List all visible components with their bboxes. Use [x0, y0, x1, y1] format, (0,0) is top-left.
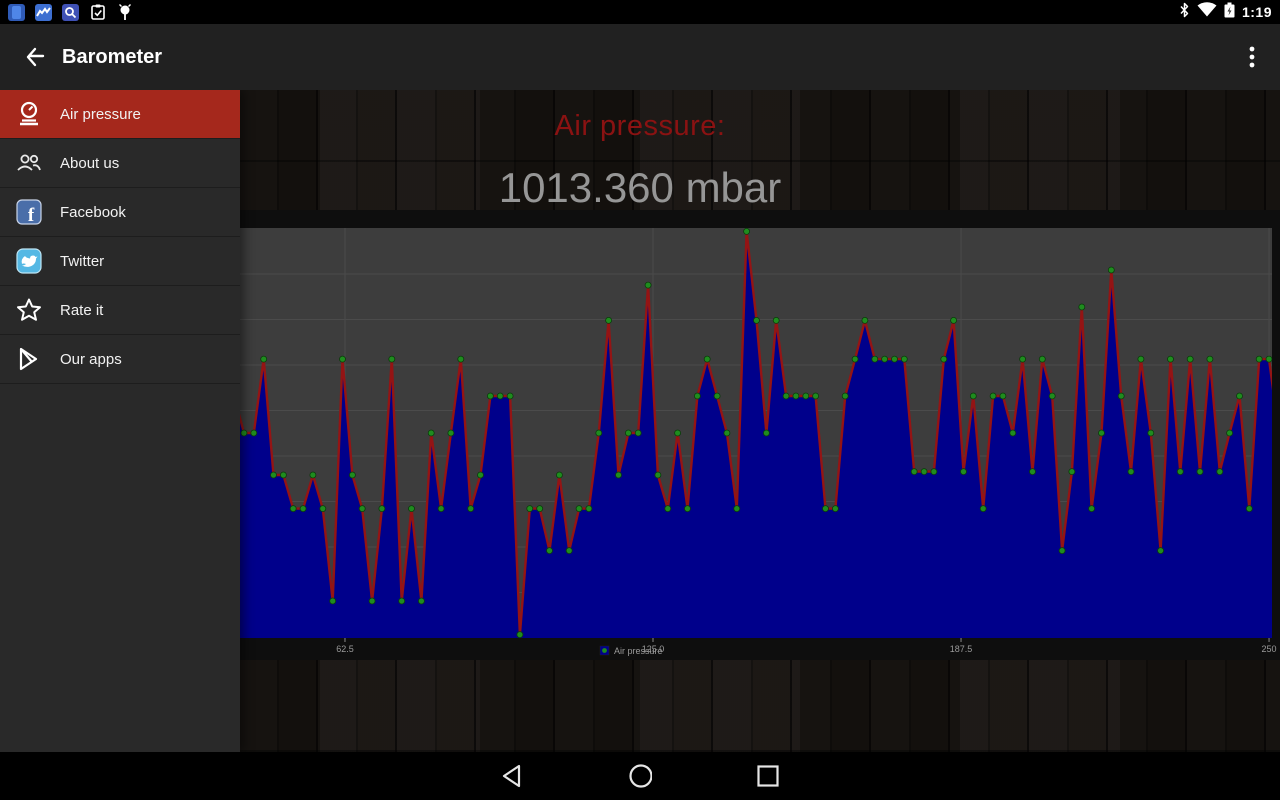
navigation-drawer: Air pressure About us f Facebook — [0, 90, 240, 752]
drawer-item-label: About us — [60, 154, 120, 172]
back-arrow-icon[interactable] — [14, 37, 54, 77]
facebook-icon: f — [16, 199, 42, 225]
chart-app-icon — [35, 3, 52, 21]
status-bar-indicators: 1:19 — [1179, 2, 1280, 23]
svg-text:f: f — [28, 205, 35, 225]
barometer-icon — [16, 101, 42, 127]
bluetooth-icon — [1179, 2, 1190, 23]
drawer-item-about-us[interactable]: About us — [0, 139, 240, 188]
chart-legend: Air pressure — [599, 645, 663, 656]
app-bar: Barometer — [0, 24, 1280, 90]
svg-text:250: 250 — [1262, 644, 1277, 654]
people-icon — [16, 150, 42, 176]
battery-charging-icon — [1224, 2, 1235, 23]
drawer-item-our-apps[interactable]: Our apps — [0, 335, 240, 384]
drawer-item-label: Our apps — [60, 350, 122, 368]
drawer-item-rate-it[interactable]: Rate it — [0, 286, 240, 335]
twitter-icon — [16, 248, 42, 274]
overflow-menu-icon[interactable] — [1228, 33, 1276, 81]
clipboard-icon — [89, 4, 106, 21]
pressure-value: 1013.360 mbar — [498, 164, 782, 211]
svg-text:Air pressure: Air pressure — [614, 646, 663, 656]
page-title: Barometer — [62, 45, 163, 68]
drawer-item-twitter[interactable]: Twitter — [0, 237, 240, 286]
drawer-item-facebook[interactable]: f Facebook — [0, 188, 240, 237]
drawer-item-air-pressure[interactable]: Air pressure — [0, 90, 240, 139]
status-bar: 1:19 — [0, 0, 1280, 24]
svg-text:62.5: 62.5 — [336, 644, 354, 654]
system-nav-bar — [0, 752, 1280, 800]
drawer-item-label: Rate it — [60, 301, 104, 319]
app-icon-blue — [8, 3, 25, 21]
nav-home-button[interactable] — [628, 764, 652, 788]
drawer-item-label: Twitter — [60, 252, 105, 270]
status-bar-clock: 1:19 — [1241, 4, 1272, 20]
drawer-item-label: Air pressure — [60, 105, 141, 123]
device-debug-icon — [116, 3, 133, 21]
wifi-icon — [1197, 2, 1217, 22]
svg-text:187.5: 187.5 — [950, 644, 973, 654]
status-bar-app-icons — [0, 3, 133, 21]
play-store-icon — [16, 346, 42, 372]
search-app-icon — [62, 3, 79, 21]
nav-back-button[interactable] — [500, 764, 524, 788]
pressure-heading: Air pressure: — [554, 110, 726, 142]
nav-recents-button[interactable] — [756, 764, 780, 788]
star-icon — [16, 297, 42, 323]
drawer-item-label: Facebook — [60, 203, 126, 221]
svg-text:125.0: 125.0 — [642, 644, 665, 654]
